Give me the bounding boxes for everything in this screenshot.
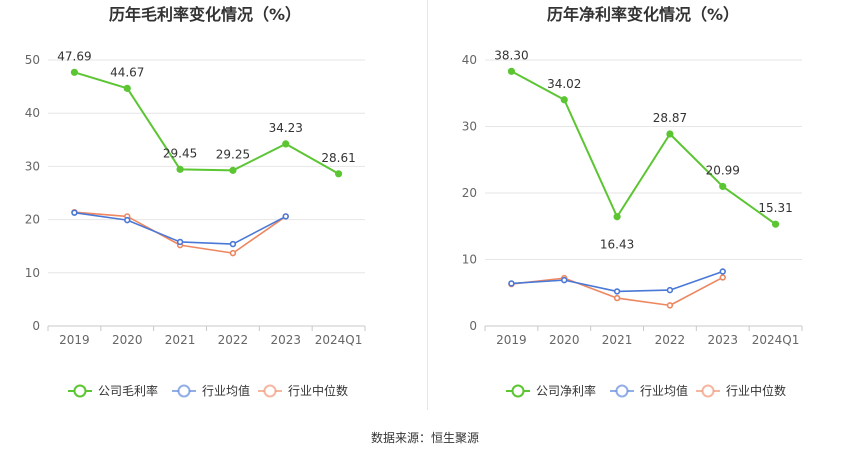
- chart1-data-label: 28.61: [321, 151, 355, 165]
- panel-divider: [427, 0, 428, 410]
- chart2-xtick-label: 2023: [707, 333, 738, 347]
- chart2-series-2-point: [508, 280, 515, 287]
- chart2-xtick-label: 2019: [496, 333, 527, 347]
- chart1-series-2-point: [229, 240, 237, 248]
- chart2-ytick-label: 0: [469, 319, 477, 333]
- chart1-legend-2-label: 行业均值: [202, 383, 250, 398]
- chart2-legend-1-label: 公司净利率: [536, 383, 596, 398]
- chart1-title: 历年毛利率变化情况（%）: [109, 5, 301, 24]
- chart2-legend-2-label: 行业均值: [640, 383, 688, 398]
- chart1-xtick-label: 2024Q1: [315, 333, 363, 347]
- chart1-ytick-label: 40: [25, 106, 40, 120]
- chart1-series-1-point: [176, 165, 184, 173]
- chart1-xtick-label: 2020: [112, 333, 143, 347]
- chart1-data-label: 29.25: [216, 147, 250, 161]
- chart1-xtick-label: 2022: [218, 333, 249, 347]
- chart2-data-label: 38.30: [494, 48, 528, 62]
- chart1-series-1-point: [70, 68, 79, 76]
- chart1-ytick-label: 0: [32, 319, 40, 333]
- chart2-series-1-point: [771, 220, 780, 228]
- chart1-series-2-point: [71, 209, 78, 216]
- chart1-xtick-label: 2019: [59, 333, 90, 347]
- chart2-series-2-point: [666, 286, 674, 294]
- chart2-title: 历年净利率变化情况（%）: [547, 5, 739, 24]
- chart1-data-label: 44.67: [110, 65, 144, 79]
- chart2-series-1-line: [510, 70, 777, 226]
- chart2-xtick-label: 2021: [602, 333, 633, 347]
- chart1-series-2-point: [282, 213, 289, 220]
- chart1-ytick-label: 10: [25, 266, 40, 280]
- chart1-data-label: 34.23: [269, 121, 303, 135]
- chart2-series-2-point: [613, 288, 621, 295]
- chart1-series-1-point: [123, 84, 131, 92]
- chart2-xtick-label: 2020: [549, 333, 580, 347]
- chart1-xtick-label: 2023: [270, 333, 301, 347]
- chart1-series-3-point: [229, 249, 237, 257]
- chart1-series-1-point: [229, 166, 237, 174]
- chart2-legend-3-marker: [701, 384, 715, 398]
- chart1-legend-1-label: 公司毛利率: [98, 383, 158, 398]
- chart1-legend-3-marker: [263, 384, 277, 398]
- chart2-data-label: 16.43: [600, 238, 634, 252]
- chart1-ytick-label: 30: [25, 159, 40, 173]
- chart2-data-label: 28.87: [653, 111, 687, 125]
- chart2-data-label: 20.99: [706, 163, 740, 177]
- chart1-series-1-point: [334, 170, 343, 178]
- chart2-series-1-point: [560, 96, 568, 104]
- chart1-data-label: 29.45: [163, 146, 197, 160]
- chart1-series-2-point: [176, 238, 184, 246]
- chart2-series-1-point: [507, 67, 516, 75]
- chart2-series-3-point: [719, 274, 726, 281]
- chart2-ytick-label: 40: [462, 53, 477, 67]
- source-note: 数据来源：恒生聚源: [370, 431, 479, 445]
- chart2-ytick-label: 10: [462, 253, 477, 267]
- chart1-series-1-point: [282, 140, 290, 148]
- chart2-series-1-point: [719, 182, 727, 191]
- chart2-series-1-point: [666, 130, 674, 138]
- chart1-series-1-line: [74, 71, 340, 175]
- chart2-data-label: 34.02: [547, 77, 581, 91]
- chart2-xtick-label: 2022: [655, 333, 686, 347]
- chart2-ytick-label: 20: [462, 186, 477, 200]
- chart2-data-label: 15.31: [758, 201, 792, 215]
- chart2-series-2-point: [719, 268, 726, 275]
- chart1-data-label: 47.69: [57, 49, 91, 63]
- chart1-legend-2-marker: [177, 384, 191, 398]
- chart2-series-1-point: [613, 213, 621, 221]
- chart1-ytick-label: 20: [25, 213, 40, 227]
- chart1-xtick-label: 2021: [165, 333, 196, 347]
- chart2-series-3-point: [613, 294, 621, 302]
- chart1-series-2-point: [124, 216, 131, 224]
- chart2-series-2-point: [561, 276, 568, 284]
- chart2-legend-2-marker: [615, 384, 629, 398]
- chart1-ytick-label: 50: [25, 53, 40, 67]
- chart2-xtick-label: 2024Q1: [752, 333, 800, 347]
- chart2-ytick-label: 30: [462, 120, 477, 134]
- chart1-legend-1-marker: [73, 384, 87, 398]
- chart2-legend-1-marker: [511, 384, 525, 398]
- chart2-series-3-point: [666, 302, 674, 309]
- chart2-legend-3-label: 行业中位数: [726, 383, 786, 398]
- chart1-legend-3-label: 行业中位数: [288, 383, 348, 398]
